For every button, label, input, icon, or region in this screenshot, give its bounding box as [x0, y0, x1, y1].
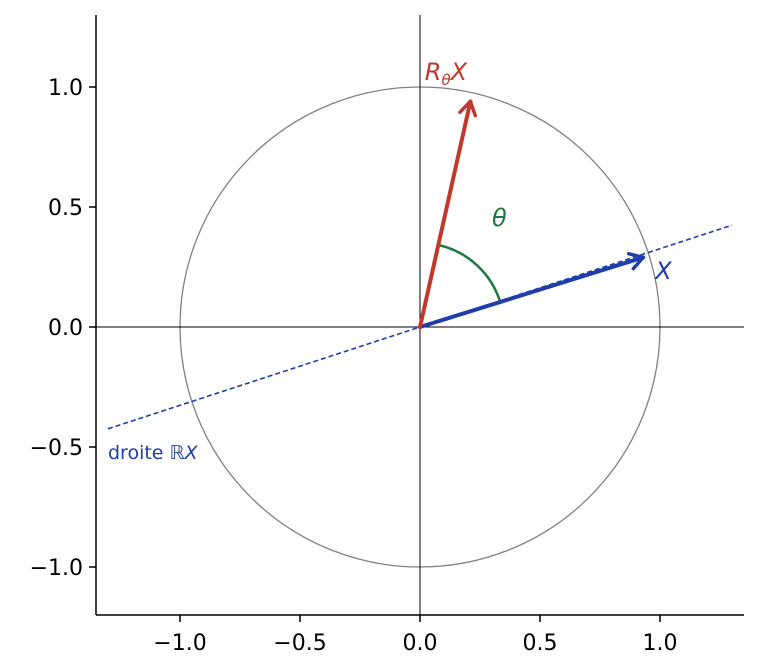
label-rx-x: X — [449, 58, 468, 86]
y-tick-label: −0.5 — [30, 436, 83, 461]
x-tick-label: −1.0 — [153, 631, 206, 656]
angle-layer — [438, 243, 502, 303]
y-ticks: −1.0 −0.5 0.0 0.5 1.0 — [30, 76, 96, 581]
y-tick-label: 0.0 — [48, 316, 83, 341]
x-tick-label: −0.5 — [273, 631, 326, 656]
label-rx-r: R — [425, 58, 442, 86]
vector-x — [418, 255, 646, 329]
y-tick-label: 0.5 — [48, 196, 83, 221]
center-axes — [96, 15, 744, 615]
x-tick-label: 0.0 — [403, 631, 438, 656]
x-tick-label: 1.0 — [643, 631, 678, 656]
label-rx: RθX — [425, 58, 468, 89]
vector-rx — [418, 99, 473, 329]
label-line-math: ℝX — [170, 442, 199, 464]
y-tick-label: 1.0 — [48, 76, 83, 101]
vector-x-arrowhead — [626, 251, 645, 271]
theta-angle-arc — [438, 243, 502, 303]
label-line-prefix: droite — [108, 442, 170, 464]
x-ticks: −1.0 −0.5 0.0 0.5 1.0 — [153, 615, 678, 656]
annotations: X RθX θ droite ℝX — [108, 58, 672, 464]
vectors-layer — [418, 99, 646, 329]
label-rx-theta: θ — [441, 71, 450, 89]
x-tick-label: 0.5 — [523, 631, 558, 656]
label-line-rx: droite ℝX — [108, 442, 199, 464]
y-tick-label: −1.0 — [30, 556, 83, 581]
vector-rx-arrowhead — [458, 99, 478, 118]
label-x: X — [653, 257, 672, 285]
label-theta: θ — [492, 204, 507, 232]
